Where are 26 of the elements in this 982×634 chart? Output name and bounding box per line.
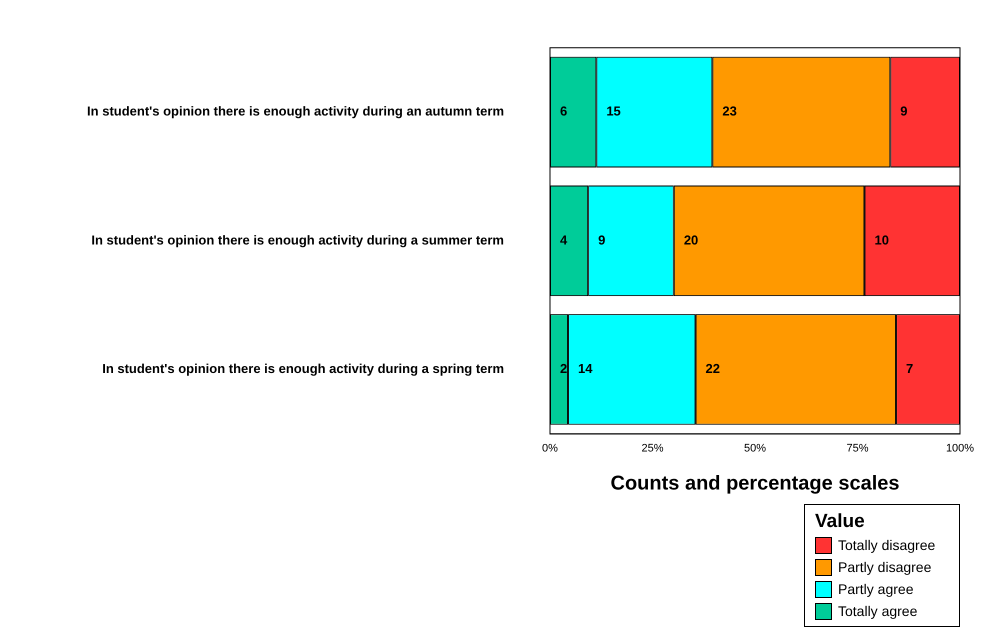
annotation: 7 <box>906 361 914 376</box>
x-tick-label: 50% <box>744 442 766 454</box>
x-tick-label: 100% <box>946 442 974 454</box>
y-tick-label: In student's opinion there is enough activity during a summer term <box>91 232 504 248</box>
annotation: 22 <box>706 361 720 376</box>
y-tick-label: In student's opinion there is enough activity during an autumn term <box>87 104 504 119</box>
annotation: 9 <box>598 232 606 248</box>
annotation: 15 <box>606 104 621 119</box>
y-tick-label: In student's opinion there is enough activity during a spring term <box>102 361 504 376</box>
annotation: 6 <box>560 104 568 119</box>
legend-label: Totally agree <box>838 603 918 619</box>
legend-label: Partly disagree <box>838 559 932 575</box>
annotation: 14 <box>578 361 594 376</box>
x-tick-label: 25% <box>641 442 664 454</box>
x-axis-title: Counts and percentage scales <box>610 472 900 495</box>
annotation: 2 <box>560 361 568 376</box>
x-tick-label: 75% <box>846 442 869 454</box>
legend-label: Totally disagree <box>838 537 936 553</box>
annotation: 23 <box>722 104 737 119</box>
legend-label: Partly agree <box>838 581 914 597</box>
legend-title: Value <box>815 511 866 533</box>
annotation: 4 <box>560 232 568 248</box>
annotation: 20 <box>684 232 698 248</box>
x-tick-label: 0% <box>542 442 558 454</box>
annotation: 10 <box>874 232 889 248</box>
annotation: 9 <box>900 104 908 119</box>
